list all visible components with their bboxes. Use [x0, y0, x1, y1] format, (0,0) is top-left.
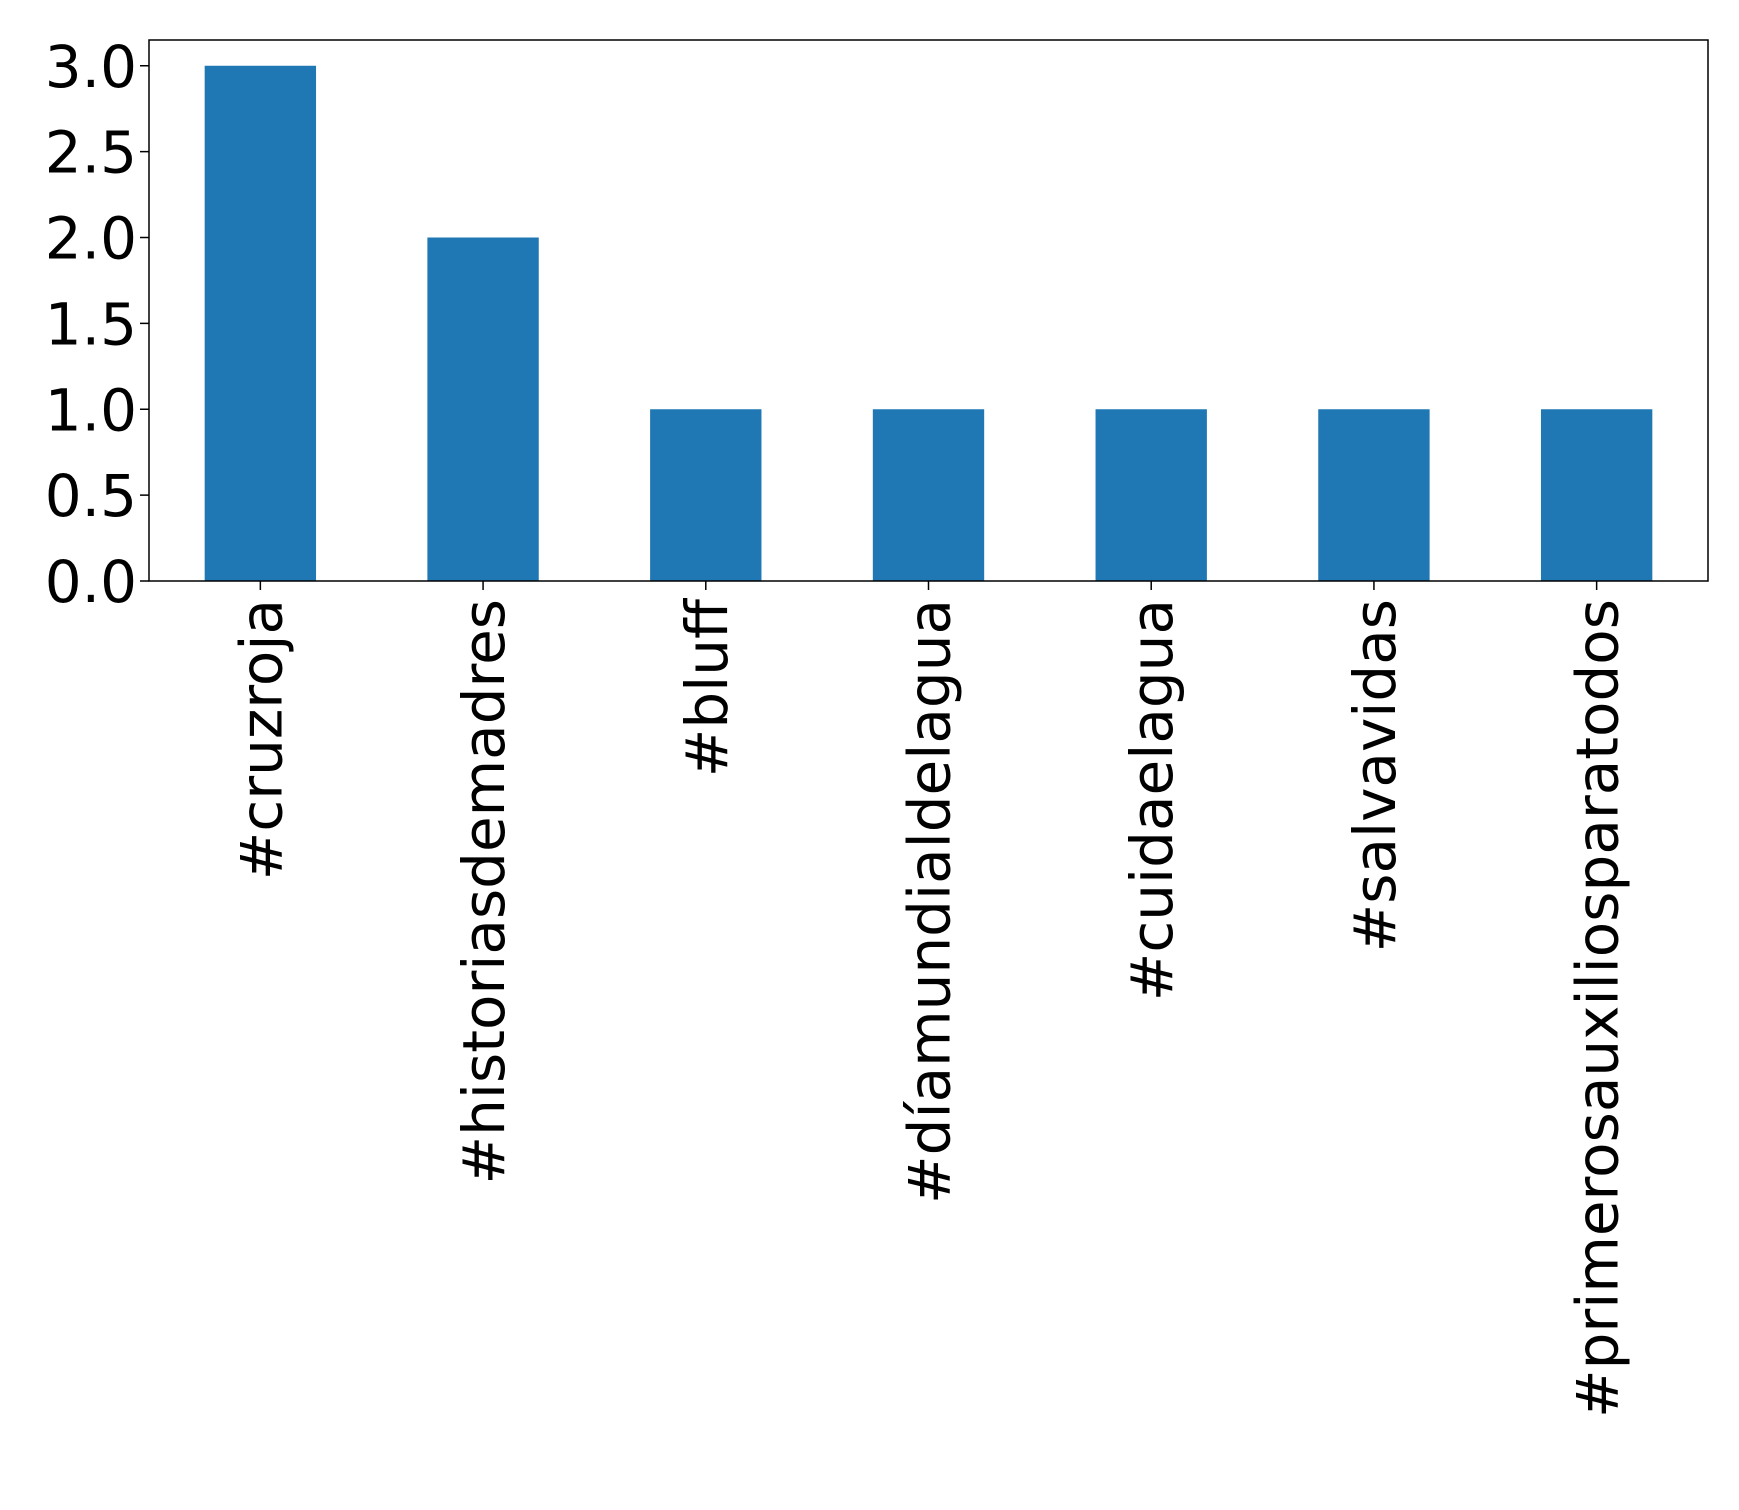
bar: [872, 409, 985, 581]
x-tick-label: #historiasdemadres: [450, 599, 518, 1184]
x-tick-label: #bluff: [673, 597, 741, 777]
bar: [1095, 409, 1207, 581]
x-tick-label: #salvavidas: [1341, 599, 1409, 952]
x-tick-label: #díamundialdelagua: [896, 599, 964, 1204]
y-tick-label: 0.0: [45, 548, 137, 616]
bar: [1318, 409, 1430, 581]
x-tick-label: #primerosauxiliosparatodos: [1564, 599, 1632, 1418]
y-tick-label: 3.0: [45, 33, 137, 101]
plot-frame: [148, 39, 1709, 582]
y-tick-label: 1.0: [45, 376, 137, 444]
bar: [427, 237, 539, 581]
y-tick-label: 0.5: [45, 462, 137, 530]
bar: [650, 409, 762, 581]
y-tick-label: 2.0: [45, 205, 137, 273]
x-tick-label: #cruzroja: [227, 599, 295, 880]
x-tick-label: #cuidaelagua: [1118, 599, 1186, 1001]
y-tick-label: 1.5: [45, 290, 137, 358]
bar: [204, 65, 317, 581]
bar: [1540, 409, 1653, 581]
y-tick-label: 2.5: [45, 119, 137, 187]
